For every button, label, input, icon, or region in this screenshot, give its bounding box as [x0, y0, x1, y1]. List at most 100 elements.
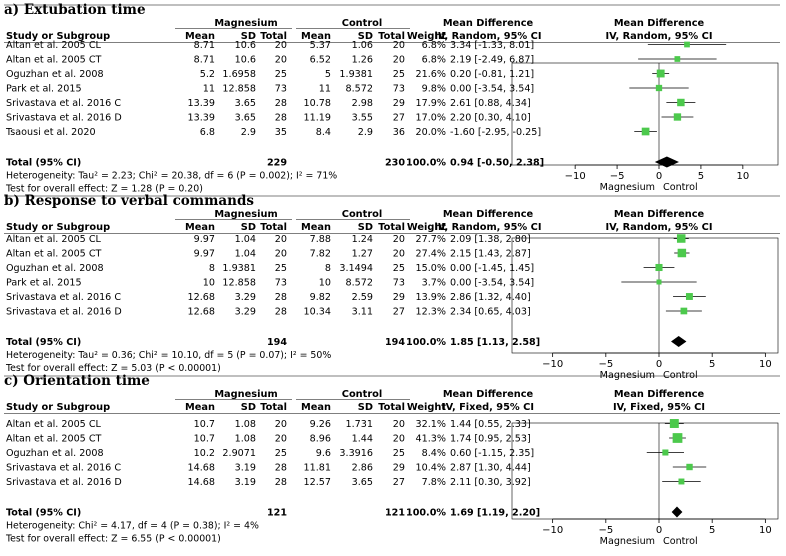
mg-total: 73	[275, 84, 287, 95]
study-name: Altan et al. 2005 CT	[6, 434, 102, 445]
total-mg: 121	[267, 508, 287, 519]
ctrl-mean: 11.81	[304, 463, 331, 474]
mg-mean: 5.2	[200, 69, 215, 80]
mg-sd: 12.858	[222, 278, 256, 289]
favours-left-label: Magnesium	[600, 536, 655, 547]
pooled-diamond	[654, 156, 679, 168]
study-name: Oguzhan et al. 2008	[6, 69, 104, 80]
mg-sd: 3.65	[235, 113, 256, 124]
study-marker	[662, 449, 669, 456]
ctrl-mean: 8.4	[316, 127, 331, 138]
mg-mean: 10.2	[194, 448, 215, 459]
col-header-mg-total: Total	[260, 222, 287, 233]
ctrl-mean: 8.96	[310, 434, 331, 445]
x-tick-label: 5	[709, 359, 715, 370]
favours-right-label: Control	[663, 370, 698, 381]
weight: 6.8%	[422, 55, 446, 66]
x-tick-label: 10	[759, 359, 772, 370]
study-marker	[656, 279, 662, 285]
x-tick-label: −10	[542, 525, 563, 536]
favours-left-label: Magnesium	[600, 370, 655, 381]
weight: 17.9%	[416, 98, 446, 109]
col-header-study: Study or Subgroup	[6, 31, 110, 42]
col-header-mg-total: Total	[260, 402, 287, 413]
study-name: Srivastava et al. 2016 D	[6, 307, 122, 318]
pooled-diamond	[671, 336, 687, 348]
study-name: Park et al. 2015	[6, 84, 82, 95]
study-marker	[676, 234, 686, 243]
heterogeneity-text: Heterogeneity: Tau² = 2.23; Chi² = 20.38…	[6, 171, 337, 182]
mg-mean: 8.71	[194, 55, 215, 66]
col-header-study: Study or Subgroup	[6, 222, 110, 233]
md-header-method: IV, Fixed, 95% CI	[442, 402, 534, 413]
plot-frame	[511, 237, 779, 354]
ctrl-sd: 3.11	[352, 307, 373, 318]
ctrl-mean: 9.6	[316, 448, 331, 459]
pooled-diamond	[671, 506, 683, 518]
total-label: Total (95% CI)	[6, 158, 81, 169]
group-label-magnesium: Magnesium	[214, 209, 277, 220]
mg-sd: 3.29	[235, 307, 256, 318]
overall-effect-text: Test for overall effect: Z = 1.28 (P = 0…	[5, 184, 203, 195]
col-header-ctrl-mean: Mean	[301, 31, 331, 42]
col-header-ctrl-sd: SD	[358, 31, 373, 42]
panel-title: b) Response to verbal commands	[4, 193, 254, 209]
col-header-ctrl-total: Total	[378, 31, 405, 42]
plot-frame	[511, 422, 779, 520]
forest-panel-c: c) Orientation time Magnesium Control Mean …	[4, 373, 780, 547]
ctrl-total: 20	[393, 249, 405, 260]
mg-sd: 1.6958	[222, 69, 256, 80]
mg-mean: 10	[203, 278, 215, 289]
ctrl-sd: 3.65	[352, 477, 373, 488]
mg-total: 28	[275, 292, 287, 303]
weight: 27.4%	[416, 249, 446, 260]
mg-total: 20	[275, 249, 287, 260]
md-plot-header-method: IV, Fixed, 95% CI	[613, 402, 705, 413]
group-label-magnesium: Magnesium	[214, 389, 277, 400]
study-name: Park et al. 2015	[6, 278, 82, 289]
mg-sd: 1.04	[235, 234, 256, 245]
x-tick-label: 10	[736, 171, 749, 182]
x-tick-label: 5	[698, 171, 704, 182]
ctrl-total: 36	[393, 127, 405, 138]
mg-sd: 1.9381	[222, 263, 256, 274]
md-header-method: IV, Random, 95% CI	[434, 222, 541, 233]
total-ctrl: 121	[385, 508, 405, 519]
total-ctrl: 194	[385, 337, 405, 348]
study-name: Oguzhan et al. 2008	[6, 448, 104, 459]
mg-total: 20	[275, 419, 287, 430]
mg-total: 25	[275, 448, 287, 459]
ctrl-total: 73	[393, 278, 405, 289]
mg-mean: 13.39	[188, 113, 215, 124]
mg-mean: 12.68	[188, 307, 215, 318]
ctrl-sd: 2.59	[352, 292, 373, 303]
study-marker	[669, 419, 679, 428]
mg-total: 20	[275, 434, 287, 445]
study-marker	[655, 263, 663, 272]
ctrl-total: 25	[393, 448, 405, 459]
plot-frame	[511, 62, 779, 166]
study-name: Srivastava et al. 2016 D	[6, 477, 122, 488]
col-header-ctrl-mean: Mean	[301, 222, 331, 233]
weight: 21.6%	[416, 69, 446, 80]
ci-text: 2.86 [1.32, 4.40]	[450, 292, 531, 303]
ctrl-total: 25	[393, 69, 405, 80]
weight: 41.3%	[416, 434, 446, 445]
study-marker	[672, 433, 683, 443]
study-name: Srivastava et al. 2016 C	[6, 463, 121, 474]
ci-text: 1.44 [0.55, 2.33]	[450, 419, 531, 430]
mg-mean: 14.68	[188, 463, 215, 474]
ci-text: 0.00 [-1.45, 1.45]	[450, 263, 534, 274]
ctrl-mean: 6.52	[310, 55, 331, 66]
ctrl-sd: 3.1494	[339, 263, 373, 274]
panel-title: a) Extubation time	[4, 2, 146, 18]
ctrl-mean: 8	[325, 263, 331, 274]
mg-mean: 14.68	[188, 477, 215, 488]
mg-total: 28	[275, 113, 287, 124]
mg-sd: 3.65	[235, 98, 256, 109]
total-label: Total (95% CI)	[6, 337, 81, 348]
x-tick-label: 5	[709, 525, 715, 536]
study-marker	[673, 113, 682, 121]
ctrl-sd: 2.86	[352, 463, 373, 474]
